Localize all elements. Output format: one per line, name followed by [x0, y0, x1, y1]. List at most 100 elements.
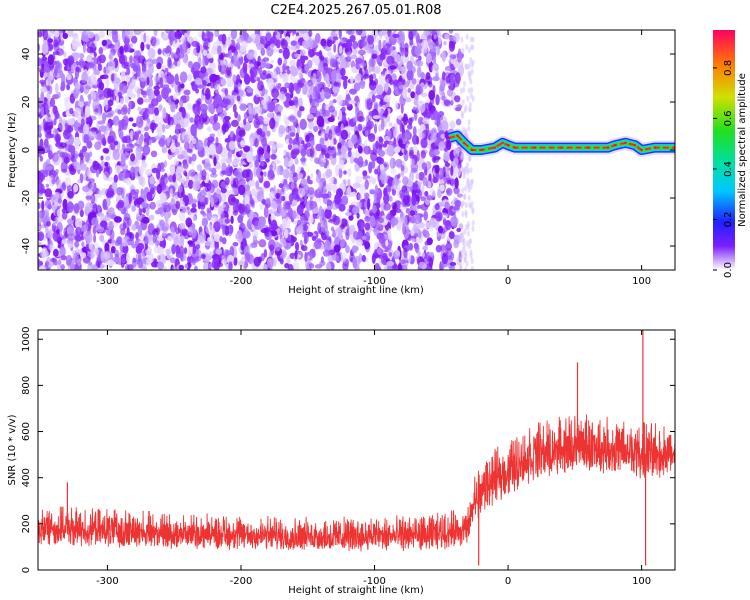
spectrogram-cell	[397, 262, 402, 270]
spectrogram-cell	[266, 112, 274, 119]
spectrogram-cell	[357, 222, 361, 231]
spectrogram-cell	[453, 186, 460, 195]
spectrogram-cell	[315, 143, 323, 152]
spectrogram-cell	[82, 145, 88, 153]
spectrogram-cell	[340, 67, 346, 77]
spectrogram-cell	[243, 146, 250, 153]
signal-track-point	[653, 146, 657, 149]
spectrogram-cell	[410, 158, 415, 165]
spectrogram-cell	[60, 255, 67, 261]
spectrogram-cell	[326, 39, 333, 47]
spectrogram-cell	[73, 52, 81, 58]
spectrogram-cell	[62, 32, 69, 40]
spectrogram-cell	[113, 135, 117, 141]
spectrogram-cell	[231, 119, 239, 127]
spectrogram-cell	[332, 85, 340, 94]
spectrogram-cell	[255, 180, 259, 191]
spectrogram-cell	[357, 101, 361, 109]
spectrogram-cell	[153, 186, 161, 191]
spectrogram-cell	[455, 118, 462, 126]
spectrogram-cell	[237, 260, 244, 266]
spectrogram-cell	[402, 195, 410, 206]
spectrogram-cell	[450, 165, 454, 176]
spectrogram-cell	[401, 116, 408, 122]
spectrogram-xtick-label: -100	[363, 276, 386, 287]
spectrogram-cell	[220, 187, 227, 194]
spectrogram-cell	[187, 43, 191, 48]
spectrogram-cell	[75, 66, 80, 72]
spectrogram-cell	[39, 87, 48, 93]
spectrogram-cell	[167, 235, 173, 242]
spectrogram-cell	[98, 166, 104, 172]
spectrogram-cell	[258, 147, 265, 155]
spectrogram-cell	[78, 60, 86, 67]
spectrogram-cell	[383, 202, 391, 211]
spectrogram-cell	[261, 88, 268, 95]
spectrogram-cell	[303, 210, 310, 221]
spectrogram-cell	[315, 33, 321, 44]
spectrogram-cell	[129, 55, 133, 64]
spectrogram-cell	[299, 197, 305, 204]
spectrogram-cell	[407, 252, 412, 264]
spectrogram-cell	[244, 252, 251, 263]
spectrogram-cell	[174, 141, 181, 147]
spectrogram-cell	[181, 107, 186, 119]
spectrogram-cell	[314, 205, 319, 214]
spectrogram-cell	[379, 164, 385, 171]
spectrogram-cell	[38, 127, 41, 136]
spectrogram-cell	[238, 203, 245, 215]
spectrogram-cell	[137, 30, 146, 33]
spectrogram-cell	[315, 71, 322, 83]
spectrogram-cell	[383, 192, 390, 205]
spectrogram-cell	[284, 82, 291, 89]
spectrogram-cell	[268, 231, 272, 241]
spectrogram-cell	[424, 75, 433, 84]
spectrogram-cell	[226, 64, 232, 77]
spectrogram-cell	[242, 169, 249, 179]
spectrogram-cell	[314, 197, 322, 203]
spectrogram-cell	[467, 125, 471, 132]
spectrogram-cell	[205, 88, 211, 100]
spectrogram-cell	[164, 48, 170, 54]
spectrogram-cell	[235, 74, 241, 84]
spectrogram-cell	[49, 97, 56, 108]
spectrogram-cell	[45, 125, 53, 131]
spectrogram-cell	[67, 233, 76, 241]
spectrogram-cell	[388, 129, 392, 142]
spectrogram-cell	[300, 148, 307, 157]
spectrogram-cell	[258, 66, 263, 76]
spectrogram-cell	[163, 160, 167, 168]
spectrogram-cell	[149, 201, 156, 210]
spectrogram-cell	[230, 175, 234, 186]
spectrogram-cell	[128, 139, 132, 147]
spectrogram-cell	[374, 123, 377, 134]
spectrogram-cell	[173, 158, 179, 167]
spectrogram-cell	[121, 30, 126, 41]
spectrogram-cell	[378, 74, 386, 85]
spectrogram-cell	[57, 122, 63, 133]
spectrogram-cell	[38, 57, 43, 67]
spectrogram-cell	[318, 191, 324, 198]
spectrogram-cell	[358, 49, 366, 56]
spectrogram-cell	[201, 217, 209, 227]
spectrogram-cell	[313, 125, 319, 133]
spectrogram-xtick-label: -200	[230, 276, 253, 287]
spectrogram-cell	[170, 226, 175, 238]
spectrogram-cell	[59, 142, 67, 149]
spectrogram-cell	[267, 169, 274, 178]
signal-track-point	[493, 146, 496, 149]
spectrogram-cell	[369, 74, 374, 84]
spectrogram-cell	[372, 204, 377, 214]
spectrogram-cell	[251, 188, 257, 197]
spectrogram-cell	[307, 80, 313, 87]
spectrogram-cell	[144, 132, 149, 139]
spectrogram-cell	[341, 195, 349, 206]
spectrogram-cell	[379, 52, 386, 61]
spectrogram-cell	[263, 171, 267, 177]
spectrogram-cell	[206, 209, 212, 221]
spectrogram-cell	[70, 145, 76, 156]
spectrogram-cell	[361, 254, 366, 263]
spectrogram-cell	[67, 55, 75, 66]
colorbar-tick-label: 0.2	[723, 212, 734, 228]
spectrogram-cell	[232, 210, 239, 216]
